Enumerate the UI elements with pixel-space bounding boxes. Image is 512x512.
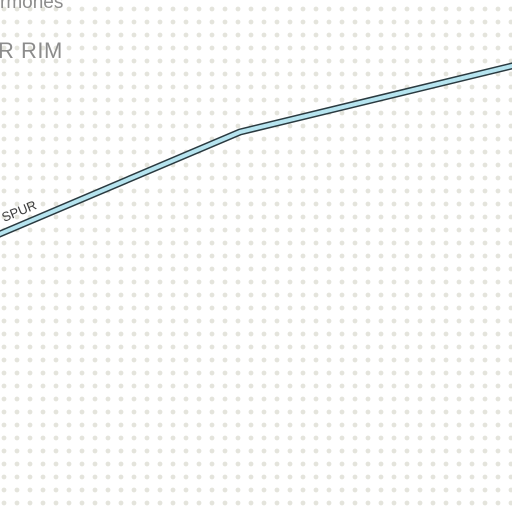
area-label: R RIM — [0, 38, 63, 63]
place-label-top: rmones — [0, 0, 63, 13]
road-spur[interactable] — [0, 62, 512, 238]
road-fill — [0, 63, 512, 237]
